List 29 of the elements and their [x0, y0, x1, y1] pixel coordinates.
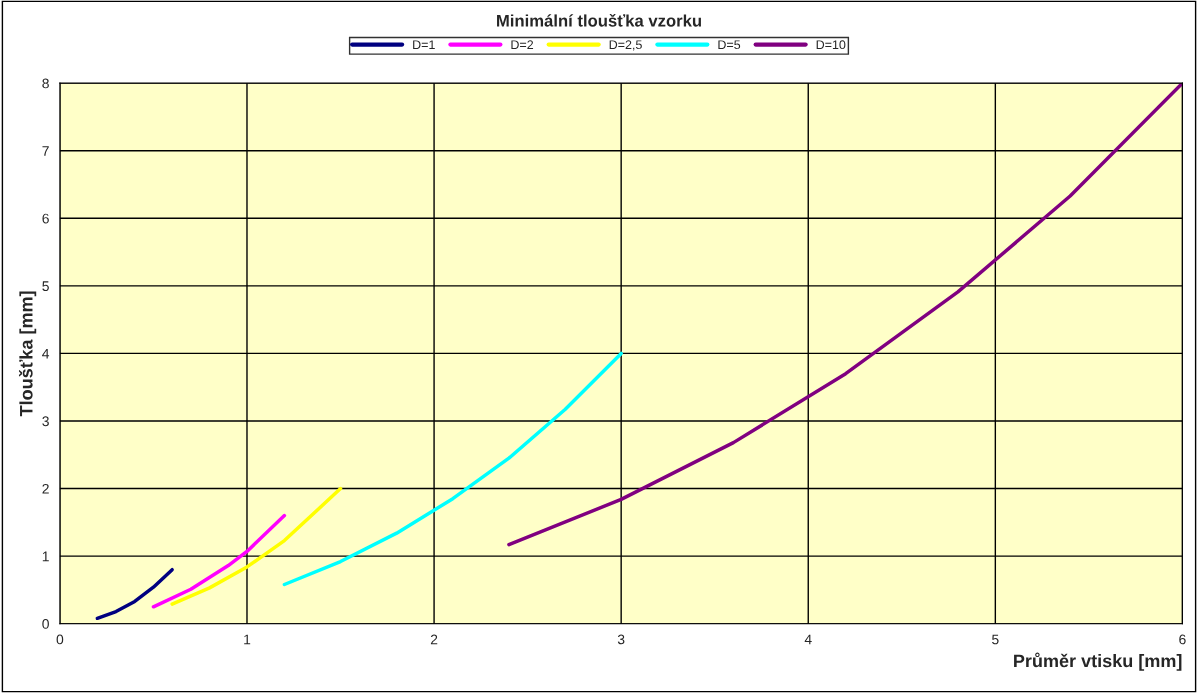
y-tick-label: 3 [42, 416, 49, 427]
chart-title: Minimální tloušťka vzorku [497, 14, 701, 27]
x-tick-label: 3 [617, 634, 625, 645]
line-series [507, 83, 1183, 547]
x-axis-title: Průměr vtisku [mm] [1014, 652, 1182, 671]
legend-label: D=5 [718, 40, 741, 50]
y-tick-label: 6 [42, 213, 49, 224]
y-tick-label: 8 [42, 78, 49, 89]
x-tick-label: 2 [430, 634, 438, 645]
legend-label: D=1 [413, 40, 435, 49]
line-series [170, 486, 343, 606]
x-tick-label: 4 [804, 634, 812, 645]
x-tick-label: 6 [1179, 634, 1186, 645]
y-tick-label: 0 [42, 619, 49, 629]
y-tick-label: 2 [42, 483, 49, 494]
x-tick-label: 0 [56, 634, 64, 645]
line-series [282, 351, 623, 587]
legend-label: D=2 [511, 40, 534, 49]
y-tick-label: 1 [42, 551, 49, 562]
legend-label: D=2,5 [609, 40, 642, 51]
line-series [95, 567, 174, 621]
y-tick-label: 4 [42, 348, 50, 359]
x-tick-label: 5 [992, 634, 999, 645]
y-tick-label: 7 [42, 146, 49, 156]
x-tick-label: 1 [244, 634, 251, 645]
legend-label: D=10 [816, 40, 846, 50]
y-axis-title: Tloušťka [mm] [18, 291, 37, 417]
y-tick-label: 5 [42, 281, 49, 292]
line-series [151, 513, 287, 609]
